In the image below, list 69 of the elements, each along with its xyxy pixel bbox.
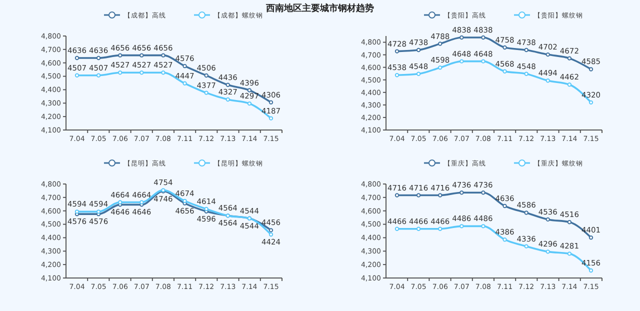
point (268, 116, 274, 120)
point (567, 82, 572, 87)
point (588, 268, 594, 273)
point (546, 250, 550, 254)
point (502, 237, 507, 242)
point (268, 228, 274, 232)
point (416, 193, 421, 198)
point (74, 73, 80, 78)
point (546, 52, 550, 57)
point (226, 82, 230, 87)
point (118, 200, 122, 204)
point (96, 56, 101, 60)
point (481, 190, 486, 195)
point (247, 101, 252, 106)
point (588, 235, 594, 240)
point (460, 224, 464, 228)
point (118, 53, 122, 58)
point (588, 100, 594, 105)
point (394, 73, 400, 78)
point (204, 73, 208, 78)
point (588, 67, 594, 72)
point (502, 69, 507, 74)
point (481, 35, 486, 40)
text: 西南地区主要城市钢材趋势 (265, 3, 374, 14)
point (438, 226, 442, 231)
point (161, 53, 166, 58)
point (394, 226, 400, 231)
point (182, 198, 187, 204)
point (481, 224, 486, 228)
point (460, 190, 464, 195)
point (140, 70, 144, 75)
point (567, 220, 572, 224)
point (96, 210, 101, 214)
point (460, 35, 464, 40)
point (74, 56, 80, 60)
point (394, 193, 400, 198)
point (502, 204, 507, 208)
point (140, 200, 144, 204)
point (96, 73, 101, 78)
point (416, 48, 421, 52)
point (247, 88, 252, 92)
point (524, 48, 528, 52)
point (567, 56, 572, 60)
point (118, 70, 122, 75)
point (546, 78, 550, 83)
point (226, 97, 230, 102)
point (438, 65, 442, 70)
point (524, 244, 528, 248)
point (268, 100, 274, 104)
point (524, 210, 528, 215)
point (502, 45, 507, 50)
point (140, 53, 144, 58)
point (74, 210, 80, 214)
point (182, 81, 187, 86)
point (460, 59, 464, 64)
point (481, 59, 486, 64)
point (204, 90, 208, 95)
point (567, 252, 572, 256)
point (416, 72, 421, 76)
point (438, 193, 442, 198)
point (204, 206, 208, 212)
point (268, 232, 274, 237)
point (524, 72, 528, 76)
point (416, 226, 421, 231)
point (161, 70, 166, 75)
point (438, 42, 442, 46)
point (182, 64, 187, 68)
point (546, 217, 550, 222)
point (394, 49, 400, 54)
